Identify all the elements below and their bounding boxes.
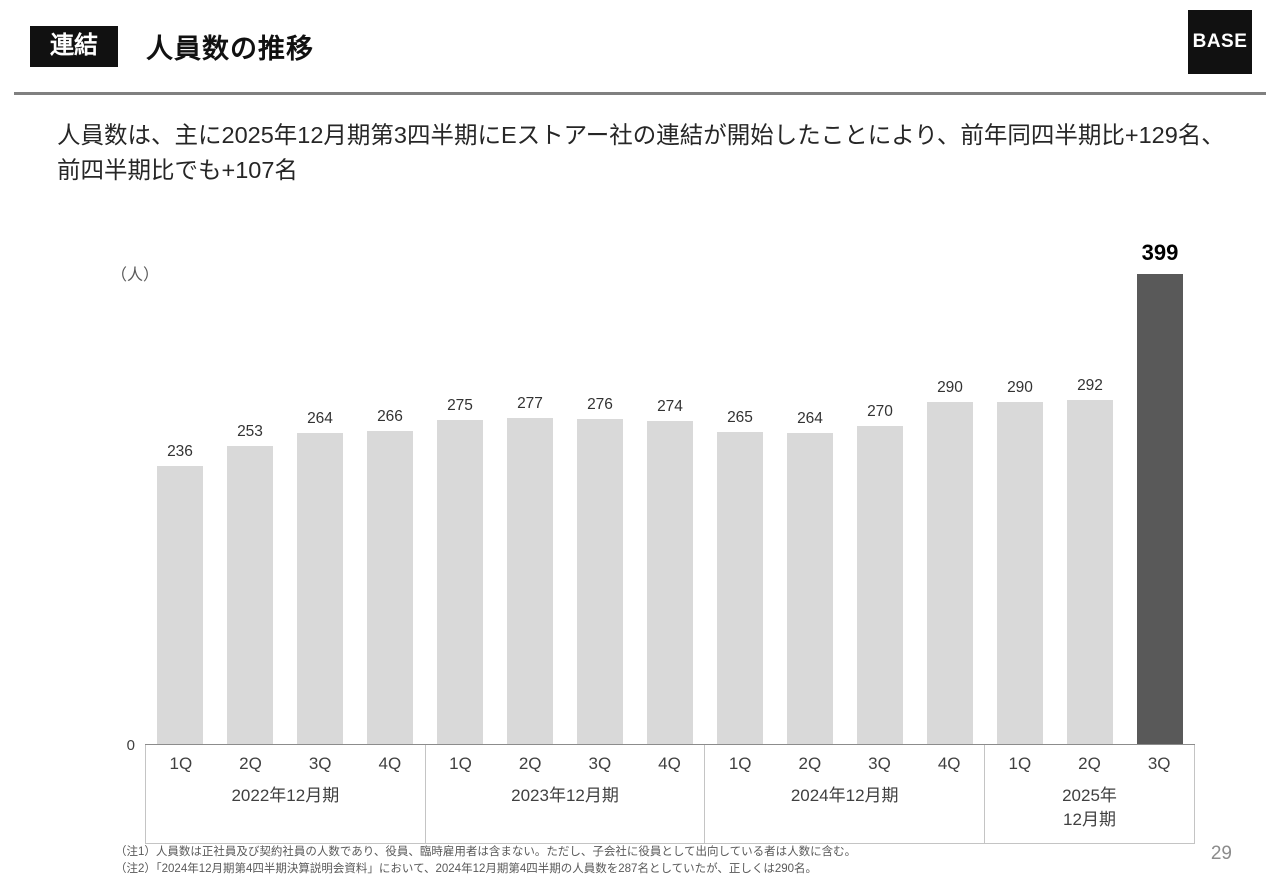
quarter-label: 4Q <box>658 754 681 773</box>
consolidated-badge: 連結 <box>30 26 118 67</box>
bar-column: 274 <box>635 225 705 744</box>
quarter-label: 2Q <box>1078 754 1101 773</box>
bar <box>1136 274 1184 744</box>
axis-year-group: 1Q 2Q 3Q 2025年 12月期 <box>985 745 1196 843</box>
quarter-label: 3Q <box>1147 754 1171 773</box>
footnote-2: （注2）「2024年12月期第4四半期決算説明会資料」において、2024年12月… <box>115 863 818 876</box>
bar <box>156 466 204 744</box>
plot-area: （人） 0 236 253 264 266 275 277 276 274 265 264 270 2… <box>111 225 1195 754</box>
bar-value-label: 399 <box>1141 240 1179 265</box>
bar <box>996 402 1044 744</box>
summary-text: 人員数は、主に2025年12月期第3四半期にEストアー社の連結が開始したことによ… <box>57 122 1225 184</box>
headcount-bar-chart: （人） 0 236 253 264 266 275 277 276 274 265 264 270 2… <box>111 225 1196 844</box>
bar-value-label: 270 <box>867 403 893 420</box>
bar-value-label: 265 <box>727 409 753 426</box>
bar <box>226 446 274 744</box>
quarter-label: 3Q <box>308 754 332 773</box>
bar-value-label: 277 <box>517 395 543 412</box>
bar <box>366 431 414 744</box>
bar-value-label: 292 <box>1077 377 1103 394</box>
bar-column: 275 <box>425 225 495 744</box>
quarter-label: 3Q <box>588 754 612 773</box>
bar-column: 264 <box>775 225 845 744</box>
quarter-label-row: 1Q 2Q 3Q <box>985 745 1194 777</box>
quarter-label-row: 1Q 2Q 3Q 4Q <box>705 745 984 777</box>
year-label: 2023年12月期 <box>511 786 619 805</box>
bar <box>506 418 554 744</box>
bar-value-label: 290 <box>1007 379 1033 396</box>
bar-column: 265 <box>705 225 775 744</box>
bar-value-label: 276 <box>587 396 613 413</box>
bar <box>1066 400 1114 744</box>
bar-column: 292 <box>1055 225 1125 744</box>
bar-column: 236 <box>145 225 215 744</box>
base-logo: BASE <box>1188 10 1252 74</box>
bar-column: 253 <box>215 225 285 744</box>
quarter-label-row: 1Q 2Q 3Q 4Q <box>426 745 705 777</box>
quarter-label: 4Q <box>937 754 961 773</box>
quarter-label: 2Q <box>239 754 262 773</box>
bar-value-label: 274 <box>657 398 683 415</box>
y-axis-unit-label: （人） <box>111 267 160 284</box>
quarter-label-row: 1Q 2Q 3Q 4Q <box>146 745 425 777</box>
bar-column: 266 <box>355 225 425 744</box>
axis-year-group: 1Q 2Q 3Q 4Q 2022年12月期 <box>145 745 426 843</box>
bar-column: 290 <box>985 225 1055 744</box>
axis-year-group: 1Q 2Q 3Q 4Q 2024年12月期 <box>705 745 986 843</box>
footnotes: （注1）人員数は正社員及び契約社員の人数であり、役員、臨時雇用者は含まない。ただ… <box>115 844 856 879</box>
quarter-label: 3Q <box>868 754 891 773</box>
quarter-label: 1Q <box>169 754 193 773</box>
footnote-1: （注1）人員数は正社員及び契約社員の人数であり、役員、臨時雇用者は含まない。ただ… <box>115 846 857 858</box>
bar <box>786 433 834 744</box>
bar-value-label: 253 <box>237 423 263 440</box>
bar <box>576 419 624 744</box>
quarter-label: 1Q <box>1008 754 1032 773</box>
bar <box>716 432 764 744</box>
bar-column: 399 <box>1125 225 1195 744</box>
bar-value-label: 264 <box>307 410 333 427</box>
quarter-label: 1Q <box>728 754 752 773</box>
bar-column: 290 <box>915 225 985 744</box>
year-label: 2024年12月期 <box>790 786 899 805</box>
page-title: 人員数の推移 <box>146 33 314 64</box>
bar-value-label: 266 <box>377 408 403 425</box>
header: 連結 人員数の推移 <box>30 26 314 67</box>
x-axis: 1Q 2Q 3Q 4Q 2022年12月期 1Q 2Q 3Q 4Q 2023年12月期 1Q 2Q 3Q… <box>145 745 1196 844</box>
quarter-label: 2Q <box>518 754 542 773</box>
bar-value-label: 236 <box>167 443 193 460</box>
bar <box>926 402 974 744</box>
quarter-label: 4Q <box>378 754 402 773</box>
bar <box>856 426 904 744</box>
bar-column: 276 <box>565 225 635 744</box>
bar <box>436 420 484 744</box>
bar-column: 270 <box>845 225 915 744</box>
bar-column: 277 <box>495 225 565 744</box>
bar <box>646 421 694 744</box>
header-divider <box>14 92 1266 95</box>
axis-year-group: 1Q 2Q 3Q 4Q 2023年12月期 <box>426 745 706 843</box>
y-axis-zero-label: 0 <box>126 737 135 754</box>
year-label: 2025年 12月期 <box>1062 786 1117 829</box>
year-label: 2022年12月期 <box>231 786 340 805</box>
quarter-label: 2Q <box>798 754 822 773</box>
bar-value-label: 275 <box>447 397 473 414</box>
page-number: 29 <box>1210 843 1232 864</box>
bar-value-label: 264 <box>797 410 823 427</box>
bar-column: 264 <box>285 225 355 744</box>
bar <box>296 433 344 744</box>
quarter-label: 1Q <box>449 754 472 773</box>
bar-value-label: 290 <box>937 379 963 396</box>
